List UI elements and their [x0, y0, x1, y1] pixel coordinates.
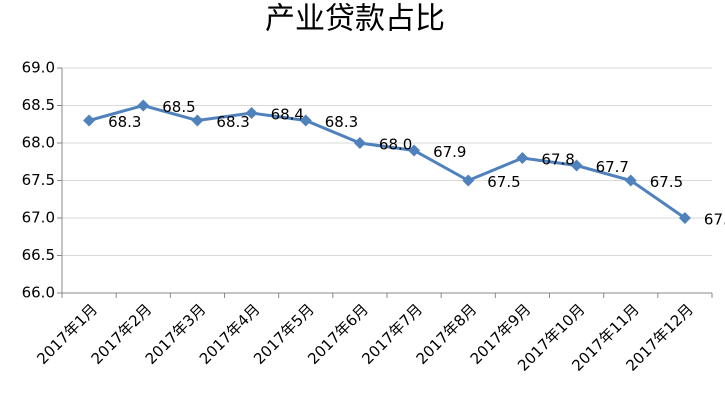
y-tick-label: 68.5	[22, 96, 55, 114]
marker	[516, 152, 529, 164]
data-label: 67.0	[704, 211, 725, 229]
data-label: 67.9	[433, 143, 466, 161]
marker	[678, 212, 691, 224]
chart-title: 产业贷款占比	[265, 2, 445, 37]
marker	[353, 137, 366, 149]
data-label: 68.3	[216, 113, 249, 131]
y-tick-label: 67.0	[22, 209, 55, 227]
line	[88, 103, 686, 220]
data-label: 67.5	[487, 173, 520, 191]
y-tick-label: 69.0	[22, 59, 55, 77]
data-label: 68.3	[325, 113, 358, 131]
marker	[570, 159, 583, 172]
marker	[191, 114, 204, 127]
marker	[624, 174, 637, 187]
data-label: 67.8	[541, 151, 574, 169]
y-tick-label: 67.5	[22, 171, 55, 189]
marker	[408, 144, 421, 157]
marker	[137, 99, 150, 112]
y-tick-label: 66.0	[22, 284, 55, 302]
marker	[462, 174, 475, 187]
data-label: 68.0	[379, 136, 412, 154]
data-label: 68.3	[108, 113, 141, 131]
marker	[299, 114, 312, 127]
y-tick-label: 68.0	[22, 134, 55, 152]
data-label: 67.7	[596, 158, 629, 176]
data-label: 68.5	[162, 98, 195, 116]
data-label: 67.5	[650, 173, 683, 191]
marker	[83, 114, 96, 127]
data-label: 68.4	[271, 106, 304, 124]
marker	[245, 107, 258, 119]
y-tick-label: 66.5	[22, 246, 55, 264]
